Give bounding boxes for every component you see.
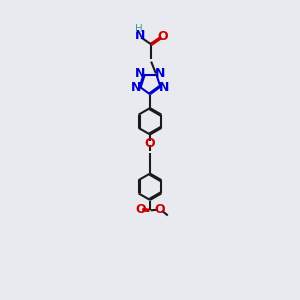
Text: O: O bbox=[157, 30, 168, 44]
Text: O: O bbox=[145, 136, 155, 150]
Text: N: N bbox=[134, 29, 145, 42]
Text: N: N bbox=[159, 81, 169, 94]
Text: N: N bbox=[131, 81, 141, 94]
Text: N: N bbox=[135, 67, 145, 80]
Text: O: O bbox=[135, 203, 146, 216]
Text: H: H bbox=[135, 24, 143, 34]
Text: N: N bbox=[155, 67, 165, 80]
Text: O: O bbox=[154, 203, 165, 216]
